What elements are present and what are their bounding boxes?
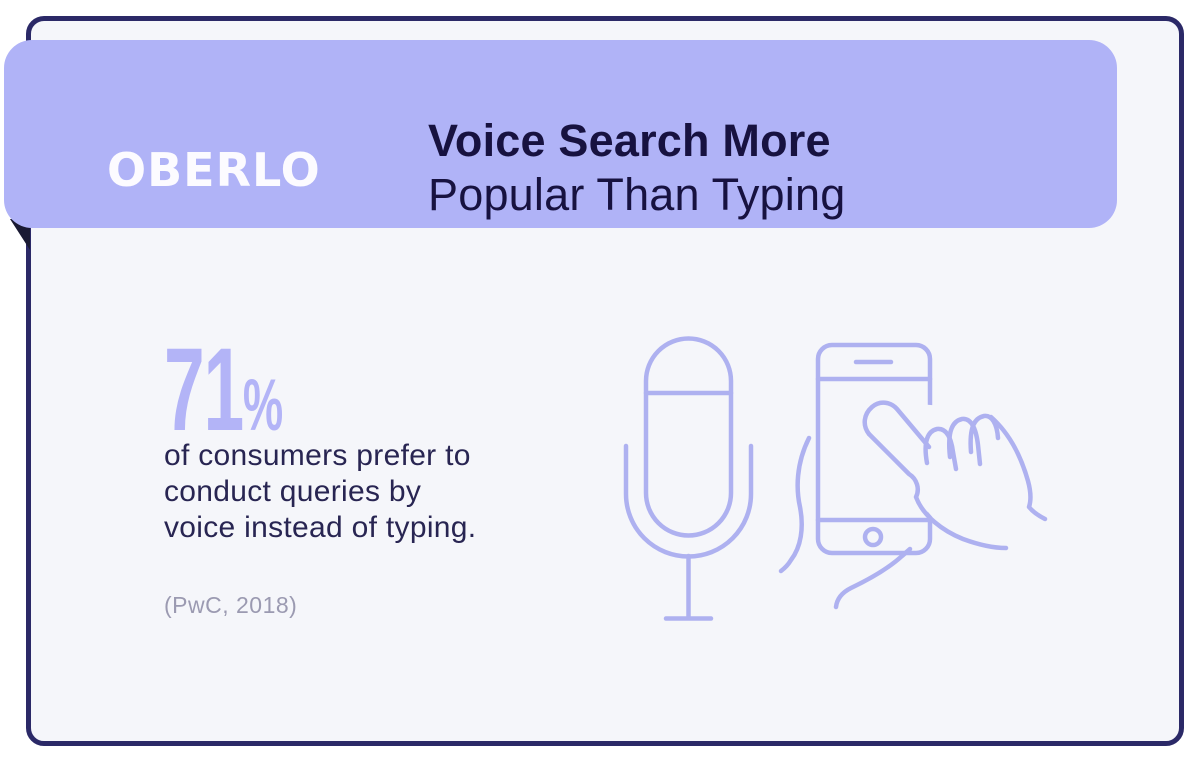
holding-hand-icon [778, 435, 913, 610]
microphone-icon [623, 336, 754, 621]
page-title: Voice Search More Popular Than Typing [428, 114, 845, 222]
stat-source: (PwC, 2018) [164, 592, 298, 618]
voice-vs-typing-illustration [623, 336, 1052, 621]
stat-value: 71% [164, 331, 283, 449]
title-line-2: Popular Than Typing [428, 169, 846, 220]
stat-description: of consumers prefer to conduct queries b… [164, 439, 477, 544]
oberlo-logo: OBERLO [107, 143, 321, 197]
title-line-1: Voice Search More [428, 115, 831, 166]
stat-value-number: 71 [164, 324, 244, 456]
percent-sign: % [242, 364, 284, 446]
header-banner: OBERLO Voice Search More Popular Than Ty… [4, 40, 1117, 228]
tapping-hand-icon [862, 400, 1052, 552]
